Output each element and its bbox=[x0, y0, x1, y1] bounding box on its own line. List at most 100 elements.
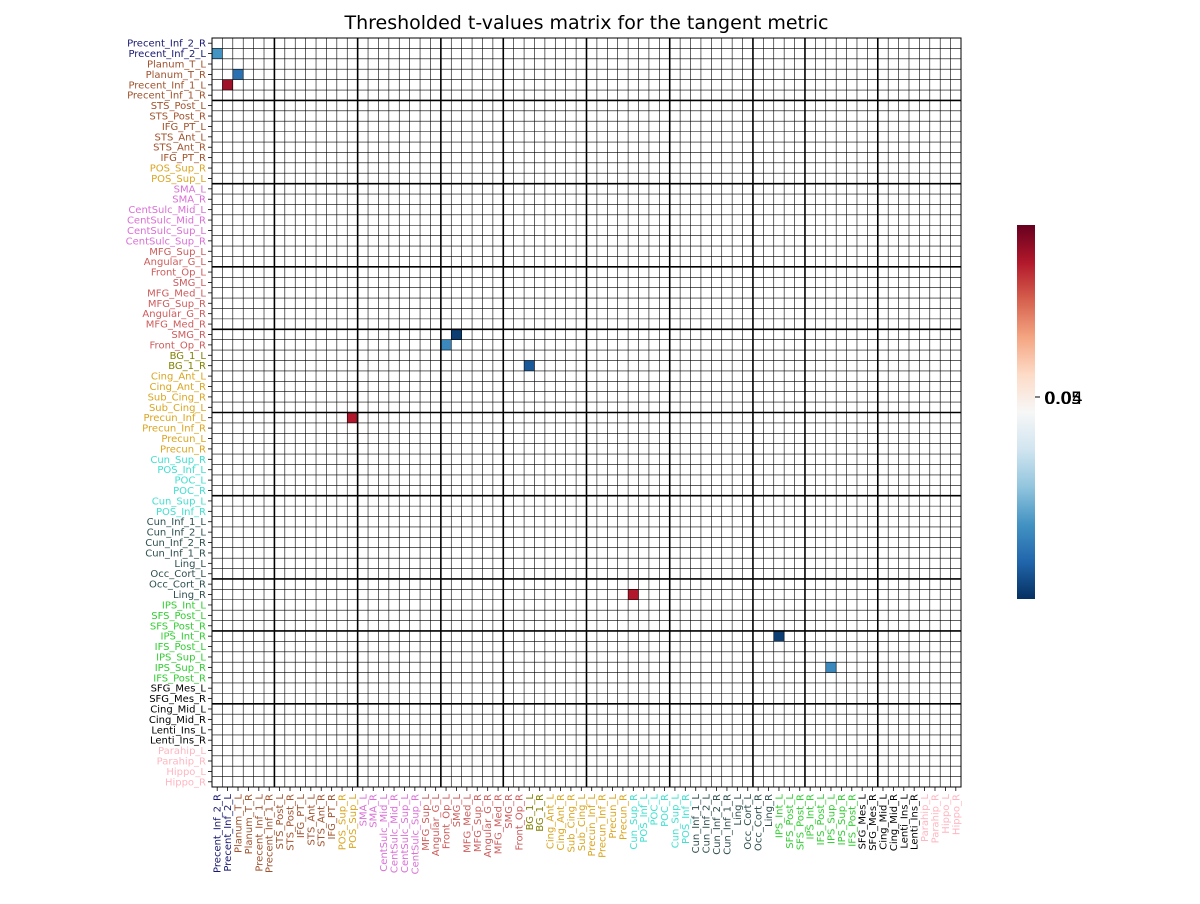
y-tick-label: MFG_Med_R bbox=[146, 320, 206, 331]
heatmap-cell bbox=[451, 329, 462, 340]
x-tick-label: IPS_Int_R bbox=[806, 794, 817, 840]
x-tick-label: Cun_Sup_R bbox=[629, 794, 640, 850]
x-tick-label: STS_Post_L bbox=[275, 794, 286, 850]
x-tick-label: CentSulc_Sup_L bbox=[400, 794, 411, 873]
y-tick-label: Cun_Sup_L bbox=[152, 496, 207, 507]
y-tick-label: POS_Inf_L bbox=[157, 465, 206, 476]
y-tick-label: POS_Sup_L bbox=[151, 174, 206, 185]
y-tick-label: IFG_PT_L bbox=[162, 122, 207, 133]
x-tick-label: Lenti_Ins_L bbox=[899, 794, 910, 849]
y-tick-label: Cun_Inf_2_R bbox=[145, 538, 206, 549]
y-tick-label: STS_Post_R bbox=[149, 112, 206, 123]
x-tick-label: IPS_Sup_R bbox=[837, 794, 848, 845]
y-tick-label: CentSulc_Mid_R bbox=[127, 216, 206, 227]
y-tick-label: MFG_Sup_L bbox=[149, 247, 206, 258]
x-tick-label: STS_Post_R bbox=[286, 794, 297, 851]
x-tick-label: Occ_Cort_L bbox=[743, 794, 754, 850]
y-tick-label: IPS_Int_L bbox=[162, 600, 207, 611]
x-tick-label: Precent_Inf_1_L bbox=[254, 794, 265, 872]
x-tick-label: STS_Ant_L bbox=[306, 794, 317, 846]
y-tick-label: IFG_PT_R bbox=[160, 153, 206, 164]
x-tick-label: Hippo_L bbox=[941, 794, 952, 834]
y-tick-label: BG_1_L bbox=[170, 351, 207, 362]
x-tick-label: POS_Inf_L bbox=[639, 794, 650, 843]
y-tick-label: SMA_R bbox=[172, 195, 206, 206]
x-tick-label: Precent_Inf_2_R bbox=[213, 794, 224, 873]
y-tick-label: Precun_Inf_R bbox=[142, 424, 206, 435]
y-tick-label: POS_Inf_R bbox=[156, 507, 206, 518]
y-tick-label: BG_1_R bbox=[168, 361, 206, 372]
x-tick-label: MFG_Sup_R bbox=[473, 794, 484, 852]
y-tick-label: Precent_Inf_2_L bbox=[128, 49, 206, 60]
y-tick-label: Precent_Inf_1_R bbox=[127, 91, 206, 102]
y-tick-labels: Precent_Inf_2_RPrecent_Inf_2_LPlanum_T_L… bbox=[126, 39, 212, 788]
heatmap-border bbox=[211, 37, 962, 788]
y-tick-label: CentSulc_Mid_L bbox=[128, 205, 206, 216]
y-tick-label: Cun_Sup_R bbox=[150, 455, 206, 466]
x-tick-label: Precun_Inf_R bbox=[598, 794, 609, 858]
y-tick-label: STS_Ant_R bbox=[153, 143, 206, 154]
x-tick-label: IPS_Int_L bbox=[774, 794, 785, 839]
x-tick-label: Angular_G_L bbox=[431, 794, 442, 857]
x-tick-label: SFS_Post_R bbox=[795, 794, 806, 850]
x-tick-label: Front_Op_L bbox=[442, 794, 453, 850]
y-tick-label: IFS_Post_R bbox=[153, 673, 206, 684]
x-tick-label: CentSulc_Mid_R bbox=[390, 794, 401, 873]
x-tick-label: IFS_Post_L bbox=[816, 794, 827, 846]
heatmap-cell bbox=[773, 630, 785, 642]
x-tick-label: Sub_Cing_R bbox=[566, 794, 577, 852]
y-tick-label: SFS_Post_L bbox=[151, 611, 206, 622]
x-tick-label: Planum_T_R bbox=[244, 794, 255, 854]
x-tick-label: POS_Inf_R bbox=[681, 794, 692, 844]
x-tick-label: POC_R bbox=[660, 794, 671, 827]
heatmap-cell bbox=[440, 339, 452, 351]
y-tick-label: Occ_Cort_R bbox=[149, 580, 206, 591]
y-tick-label: Cing_Mid_L bbox=[150, 704, 206, 715]
y-tick-label: SFS_Post_R bbox=[150, 621, 206, 632]
x-tick-label: Hippo_R bbox=[951, 794, 962, 835]
y-tick-label: Precent_Inf_2_R bbox=[127, 39, 206, 50]
y-tick-label: Planum_T_R bbox=[146, 70, 206, 81]
y-tick-label: Precun_R bbox=[160, 444, 206, 455]
x-tick-label: Ling_R bbox=[764, 794, 775, 827]
x-tick-label: Precun_Inf_L bbox=[587, 794, 598, 857]
x-tick-label: SFS_Post_L bbox=[785, 794, 796, 849]
colorbar-tick-label: 0.05 bbox=[1044, 389, 1082, 409]
x-tick-label: SMA_R bbox=[369, 794, 380, 828]
y-tick-label: Parahip_L bbox=[158, 746, 206, 757]
y-tick-label: Ling_L bbox=[174, 559, 206, 570]
heatmap-cells bbox=[212, 48, 837, 673]
x-tick-label: BG_1_R bbox=[535, 794, 546, 832]
x-tick-label: Ling_L bbox=[733, 794, 744, 826]
x-tick-label: MFG_Med_R bbox=[494, 794, 505, 854]
x-tick-label: POS_Sup_L bbox=[348, 794, 359, 849]
x-tick-label: Precun_L bbox=[608, 794, 619, 839]
x-tick-label: SMA_L bbox=[358, 794, 369, 827]
colorbar-tick-label: 0.04 bbox=[1045, 389, 1083, 409]
colorbar-tick-label: 0.05 bbox=[1044, 389, 1082, 409]
x-tick-label: STS_Ant_R bbox=[317, 794, 328, 847]
y-tick-label: POC_R bbox=[173, 486, 206, 497]
y-tick-label: Angular_G_R bbox=[142, 309, 206, 320]
x-tick-label: Cun_Inf_1_L bbox=[691, 794, 702, 854]
x-tick-label: SMG_L bbox=[452, 794, 463, 828]
x-tick-label: POS_Sup_R bbox=[338, 794, 349, 850]
y-tick-label: Cing_Ant_L bbox=[151, 372, 207, 383]
y-tick-label: Hippo_L bbox=[166, 767, 206, 778]
x-tick-label: CentSulc_Sup_R bbox=[410, 794, 421, 874]
heatmap-cell bbox=[347, 412, 358, 423]
x-tick-label: IFG_PT_R bbox=[327, 794, 338, 840]
x-tick-label: BG_1_L bbox=[525, 794, 536, 831]
y-tick-label: Sub_Cing_L bbox=[149, 403, 206, 414]
heatmap-cell bbox=[212, 48, 223, 59]
x-tick-label: Cing_Mid_L bbox=[878, 794, 889, 850]
y-tick-label: Cing_Ant_R bbox=[150, 382, 207, 393]
y-tick-label: Cun_Inf_1_L bbox=[147, 517, 207, 528]
y-tick-label: Precun_L bbox=[161, 434, 206, 445]
x-tick-label: SFG_Mes_R bbox=[868, 794, 879, 851]
y-tick-label: Precent_Inf_1_L bbox=[128, 80, 206, 91]
x-tick-label: Parahip_L bbox=[920, 794, 931, 842]
y-tick-label: Parahip_R bbox=[157, 756, 206, 767]
x-tick-label: SFG_Mes_L bbox=[858, 794, 869, 850]
x-tick-label: Lenti_Ins_R bbox=[910, 794, 921, 850]
